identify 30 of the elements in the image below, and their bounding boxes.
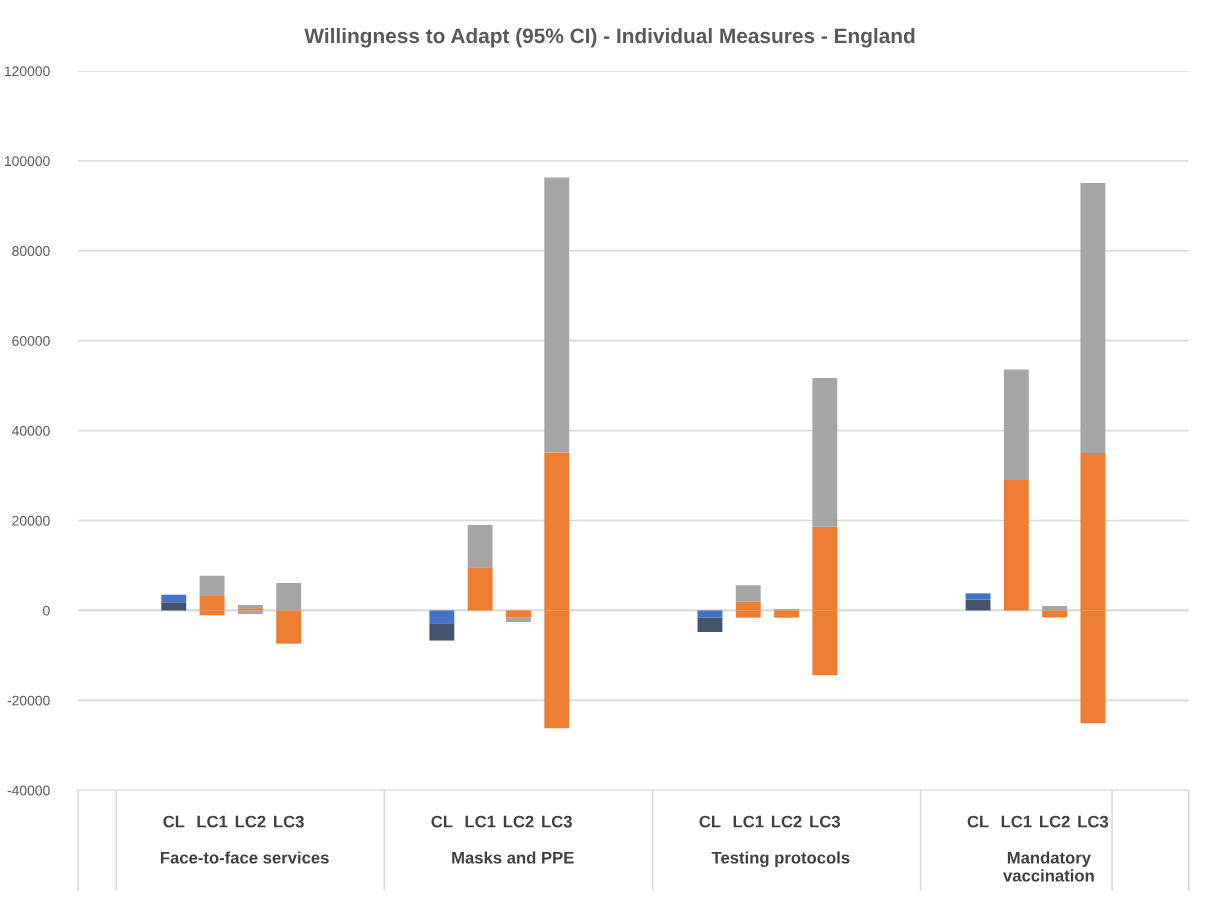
x-tick-label: LC2: [235, 815, 266, 828]
x-tick-label: LC1: [465, 815, 496, 828]
x-tick-label: LC1: [733, 815, 764, 828]
x-tick-label: LC3: [1078, 815, 1109, 828]
x-tick-label: LC1: [1001, 815, 1032, 828]
x-tick-label: LC2: [1040, 815, 1070, 828]
text: Mandatory vaccination: [1003, 851, 1094, 882]
x-tick-label: CL: [967, 815, 989, 828]
chart-title: Willingness to Adapt (95% CI) - Individual Measures - England: [304, 27, 915, 48]
x-tick-label: CL: [163, 815, 185, 828]
text: Testing protocols: [711, 851, 850, 867]
y-tick-label: 120000: [4, 66, 50, 77]
y-tick-label: 80000: [12, 246, 50, 256]
text: Masks and PPE: [452, 851, 574, 864]
y-tick-label: 100000: [4, 156, 50, 167]
y-tick-label: 0: [43, 605, 50, 616]
y-tick-label: 40000: [11, 425, 50, 436]
x-tick-label: LC3: [274, 815, 304, 828]
x-tick-label: LC3: [810, 815, 840, 828]
text: Face-to-face services: [160, 851, 329, 864]
x-tick-label: CL: [699, 815, 721, 828]
y-tick-label: -40000: [7, 785, 50, 796]
x-tick-label: LC2: [503, 815, 534, 828]
x-tick-label: LC2: [771, 815, 802, 828]
x-tick-label: CL: [431, 815, 453, 828]
x-tick-label: LC1: [197, 815, 228, 828]
y-tick-label: -20000: [7, 695, 50, 706]
y-tick-label: 60000: [12, 336, 50, 346]
y-tick-label: 20000: [12, 515, 50, 526]
x-tick-label: LC3: [542, 815, 572, 828]
